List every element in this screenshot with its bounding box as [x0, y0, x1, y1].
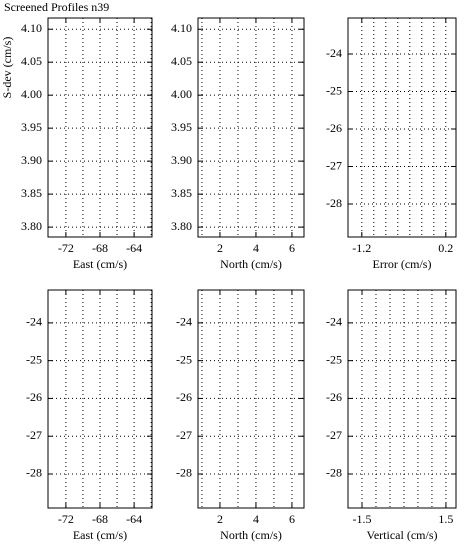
y-tick-label: 4.00 — [171, 87, 192, 101]
x-axis-label: Error (cm/s) — [373, 257, 432, 271]
y-tick-label: -26 — [26, 390, 42, 404]
x-tick-label: -64 — [126, 241, 142, 255]
x-tick-label: 4 — [253, 241, 259, 255]
y-tick-label: 3.85 — [21, 186, 42, 200]
x-tick-label: 1.5 — [438, 512, 453, 526]
y-axis-label: S-dev (cm/s) — [0, 37, 14, 99]
y-tick-label: -24 — [26, 315, 42, 329]
x-tick-label: 0.2 — [438, 241, 453, 255]
x-axis-label: East (cm/s) — [73, 257, 127, 271]
plot-frame — [347, 289, 457, 509]
y-tick-label: -25 — [176, 352, 192, 366]
y-tick-label: 3.80 — [21, 219, 42, 233]
x-tick-label: -68 — [92, 241, 108, 255]
y-tick-label: -25 — [326, 352, 342, 366]
x-axis-label: North (cm/s) — [220, 257, 282, 271]
y-tick-label: -27 — [326, 428, 342, 442]
y-tick-label: -24 — [176, 315, 192, 329]
y-tick-label: 3.95 — [21, 120, 42, 134]
y-tick-label: -27 — [326, 158, 342, 172]
y-tick-label: -28 — [176, 466, 192, 480]
x-tick-label: 6 — [289, 241, 295, 255]
y-tick-label: 3.95 — [171, 120, 192, 134]
y-tick-label: -24 — [326, 46, 342, 60]
y-tick-label: 4.00 — [21, 87, 42, 101]
y-tick-label: -28 — [326, 466, 342, 480]
y-tick-label: 3.80 — [171, 219, 192, 233]
y-tick-label: -28 — [326, 196, 342, 210]
y-tick-label: -24 — [326, 315, 342, 329]
x-tick-label: 2 — [217, 241, 223, 255]
plot-frame — [347, 17, 457, 238]
y-tick-label: -26 — [326, 390, 342, 404]
y-tick-label: -25 — [326, 83, 342, 97]
x-tick-label: 6 — [289, 512, 295, 526]
x-tick-label: 4 — [253, 512, 259, 526]
y-tick-label: 4.10 — [21, 21, 42, 35]
x-tick-label: -68 — [92, 512, 108, 526]
x-tick-label: -72 — [58, 241, 74, 255]
y-tick-label: 3.90 — [171, 153, 192, 167]
page-title: Screened Profiles n39 — [4, 0, 109, 14]
x-axis-label: East (cm/s) — [73, 528, 127, 542]
y-tick-label: 3.90 — [21, 153, 42, 167]
x-tick-label: -1.2 — [352, 241, 371, 255]
x-tick-label: -64 — [126, 512, 142, 526]
y-tick-label: 4.05 — [171, 54, 192, 68]
x-axis-label: Vertical (cm/s) — [367, 528, 438, 542]
y-tick-label: -26 — [326, 121, 342, 135]
x-tick-label: -1.5 — [352, 512, 371, 526]
y-tick-label: 3.85 — [171, 186, 192, 200]
y-tick-label: -26 — [176, 390, 192, 404]
plot-frame — [197, 289, 305, 509]
y-tick-label: -27 — [176, 428, 192, 442]
x-tick-label: 2 — [217, 512, 223, 526]
y-tick-label: -27 — [26, 428, 42, 442]
y-tick-label: 4.10 — [171, 21, 192, 35]
x-tick-label: -72 — [58, 512, 74, 526]
plot-frame — [197, 17, 305, 238]
y-tick-label: 4.05 — [21, 54, 42, 68]
y-tick-label: -25 — [26, 352, 42, 366]
y-tick-label: -28 — [26, 466, 42, 480]
x-axis-label: North (cm/s) — [220, 528, 282, 542]
